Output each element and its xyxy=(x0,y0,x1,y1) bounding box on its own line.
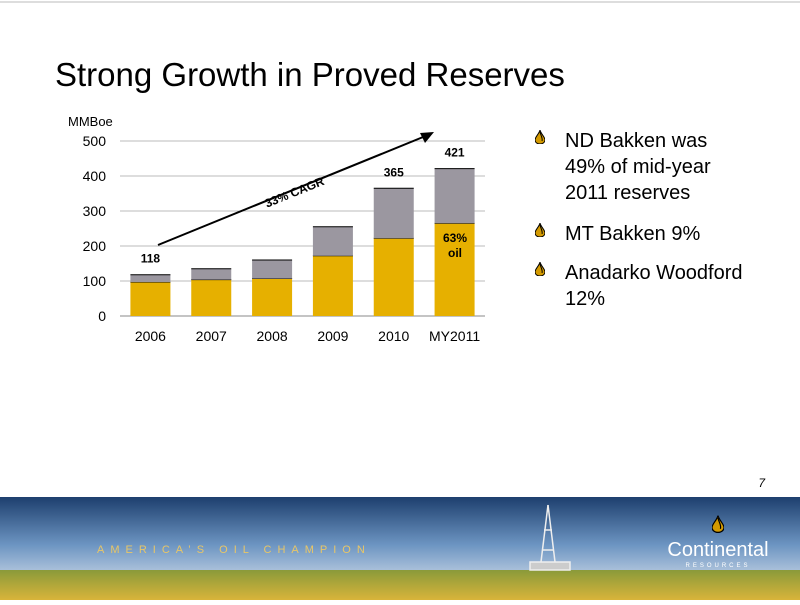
y-tick-label: 0 xyxy=(98,308,106,324)
bar-segment xyxy=(312,226,353,256)
cagr-label: 33% CAGR xyxy=(263,174,327,211)
x-tick-label: MY2011 xyxy=(429,328,480,344)
banner-slogan: AMERICA’S OIL CHAMPION xyxy=(97,544,371,556)
logo-subtext: RESOURCES xyxy=(685,563,750,569)
total-label: 118 xyxy=(141,252,161,266)
total-label: 365 xyxy=(384,165,404,179)
page-number: 7 xyxy=(758,476,766,490)
bullet-text: 2011 reserves xyxy=(565,182,690,204)
x-tick-label: 2010 xyxy=(378,328,409,344)
total-label: 421 xyxy=(445,146,465,160)
drilling-rig xyxy=(529,504,571,571)
x-tick-label: 2006 xyxy=(135,328,166,344)
oil-label: oil xyxy=(448,246,462,260)
y-tick-label: 400 xyxy=(83,168,107,184)
bullet-list: ND Bakken was 49% of mid-year 2011 reserve… xyxy=(535,130,743,310)
x-tick-label: 2007 xyxy=(196,328,227,344)
bar-segment xyxy=(252,260,293,279)
bar-segment xyxy=(434,168,475,224)
bullet-icon xyxy=(535,262,545,276)
bullet-text: ND Bakken was xyxy=(565,130,707,152)
bar-segment xyxy=(312,255,353,316)
bullet-text: MT Bakken 9% xyxy=(565,223,700,245)
y-tick-label: 500 xyxy=(83,133,107,149)
banner-sky xyxy=(0,497,800,577)
bullet-icon xyxy=(535,223,545,237)
cagr-arrow xyxy=(157,134,429,246)
logo-text: Continental xyxy=(667,539,768,561)
bar-segment xyxy=(434,223,475,316)
bar-segment xyxy=(130,282,171,316)
chart: MMBoe 0 100 200 300 400 500 2006 118 2007 2008 2009… xyxy=(68,114,485,344)
oil-pct-label: 63% xyxy=(443,231,467,245)
bar-segment xyxy=(373,188,414,239)
banner: AMERICA’S OIL CHAMPION Continental RESOU… xyxy=(0,497,800,600)
x-tick-label: 2008 xyxy=(257,328,288,344)
x-tick-label: 2009 xyxy=(317,328,348,344)
y-axis-label: MMBoe xyxy=(68,114,113,129)
bar-segment xyxy=(191,279,232,316)
y-tick-label: 200 xyxy=(83,238,107,254)
banner-field xyxy=(0,570,800,600)
bar-segment xyxy=(130,274,171,283)
cagr-arrowhead xyxy=(420,132,434,143)
y-tick-label: 300 xyxy=(83,203,107,219)
bullet-icon xyxy=(535,130,545,144)
slide-title: Strong Growth in Proved Reserves xyxy=(55,56,565,93)
bar-segment xyxy=(373,238,414,316)
bullet-text: Anadarko Woodford xyxy=(565,262,743,284)
bullet-text: 12% xyxy=(565,288,605,310)
y-tick-label: 100 xyxy=(83,273,107,289)
bar-segment xyxy=(252,278,293,316)
bullet-text: 49% of mid-year xyxy=(565,156,711,178)
bar-segment xyxy=(191,268,232,280)
